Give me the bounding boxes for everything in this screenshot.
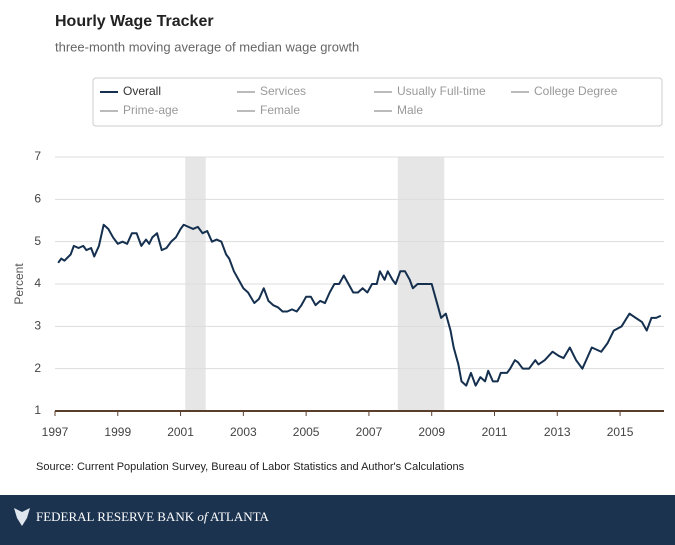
footer-middle: of bbox=[197, 509, 210, 524]
chart-subtitle: three-month moving average of median wag… bbox=[55, 39, 359, 54]
legend-label: Services bbox=[260, 84, 306, 98]
y-tick-label: 3 bbox=[34, 319, 41, 333]
x-tick-label: 2007 bbox=[356, 425, 383, 439]
x-tick-label: 2001 bbox=[167, 425, 194, 439]
x-tick-label: 2005 bbox=[293, 425, 320, 439]
legend-label: College Degree bbox=[534, 84, 618, 98]
y-axis-label: Percent bbox=[12, 263, 26, 305]
legend-label: Prime-age bbox=[123, 103, 179, 117]
legend-label: Overall bbox=[123, 84, 161, 98]
x-tick-label: 1999 bbox=[104, 425, 131, 439]
series-line bbox=[57, 223, 662, 387]
y-tick-label: 4 bbox=[34, 276, 41, 290]
source-note: Source: Current Population Survey, Burea… bbox=[36, 461, 465, 473]
y-tick-label: 6 bbox=[34, 192, 41, 206]
legend-label: Usually Full-time bbox=[397, 84, 486, 98]
footer-first: FEDERAL RESERVE BANK bbox=[36, 509, 195, 524]
y-tick-label: 1 bbox=[34, 403, 41, 417]
legend-label: Female bbox=[260, 103, 300, 117]
footer-logo bbox=[14, 508, 30, 526]
x-tick-label: 2011 bbox=[482, 425, 508, 439]
x-tick-label: 2009 bbox=[418, 425, 445, 439]
y-tick-label: 5 bbox=[34, 234, 41, 248]
y-tick-label: 2 bbox=[34, 361, 41, 375]
x-tick-label: 2013 bbox=[544, 425, 571, 439]
footer-last: ATLANTA bbox=[210, 509, 270, 524]
legend-box bbox=[92, 77, 663, 127]
legend-label: Male bbox=[397, 103, 423, 117]
x-tick-label: 2003 bbox=[230, 425, 257, 439]
footer-text: FEDERAL RESERVE BANK of ATLANTA bbox=[36, 509, 270, 524]
x-tick-label: 1997 bbox=[42, 425, 69, 439]
footer-bar bbox=[0, 495, 675, 545]
chart-title: Hourly Wage Tracker bbox=[55, 13, 214, 30]
y-tick-label: 7 bbox=[34, 149, 41, 163]
x-tick-label: 2015 bbox=[607, 425, 634, 439]
